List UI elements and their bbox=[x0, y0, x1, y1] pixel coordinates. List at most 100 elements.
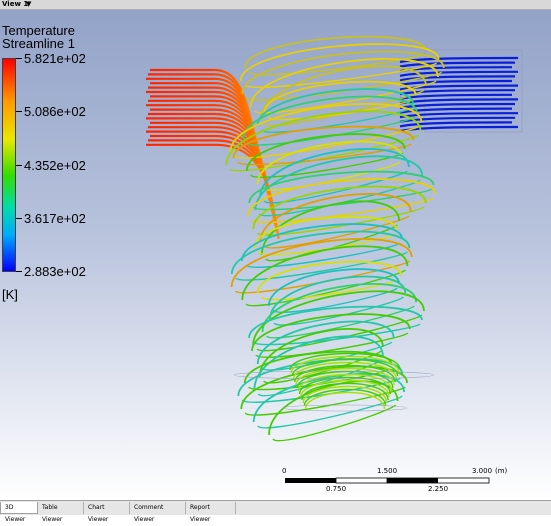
streamline bbox=[256, 206, 425, 236]
streamline bbox=[245, 269, 406, 307]
streamline bbox=[267, 268, 401, 307]
streamline bbox=[263, 170, 408, 204]
streamline bbox=[256, 260, 402, 294]
streamline bbox=[252, 323, 421, 346]
streamline bbox=[255, 332, 409, 358]
streamline bbox=[256, 314, 423, 352]
streamline bbox=[300, 379, 390, 398]
streamline bbox=[246, 116, 416, 146]
legend-tick-label: 2.883e+02 bbox=[24, 264, 86, 279]
legend-tick-label: 4.352e+02 bbox=[24, 158, 86, 173]
streamline bbox=[229, 134, 420, 172]
tab-report-viewer[interactable]: Report Viewer bbox=[186, 502, 236, 523]
streamline bbox=[399, 84, 519, 91]
legend-subtitle: Streamline 1 bbox=[2, 36, 75, 51]
streamline bbox=[253, 215, 398, 249]
streamline-visualization[interactable] bbox=[0, 10, 551, 500]
streamline bbox=[248, 53, 424, 76]
3d-viewport[interactable]: Temperature Streamline 1 5.821e+02 5.086… bbox=[0, 10, 551, 500]
streamline bbox=[269, 275, 407, 320]
streamline bbox=[240, 365, 408, 410]
scale-label: 0.750 bbox=[326, 485, 347, 493]
legend-tick-mark bbox=[16, 218, 22, 219]
streamline bbox=[399, 79, 513, 87]
swirl-streamlines bbox=[225, 35, 445, 442]
legend-unit: [K] bbox=[2, 287, 18, 302]
streamline bbox=[302, 385, 388, 404]
streamline bbox=[235, 260, 411, 294]
streamline bbox=[261, 283, 418, 333]
streamline bbox=[399, 116, 516, 123]
streamline bbox=[291, 358, 399, 377]
streamline bbox=[252, 373, 405, 423]
scale-label: 0 bbox=[282, 467, 287, 475]
streamline bbox=[254, 155, 424, 211]
streamline bbox=[294, 364, 396, 383]
legend-title: Temperature bbox=[2, 23, 75, 38]
streamline bbox=[252, 185, 427, 230]
streamline bbox=[289, 352, 401, 371]
legend-tick-mark bbox=[16, 271, 22, 272]
streamline bbox=[290, 355, 400, 374]
tab-table-viewer[interactable]: Table Viewer bbox=[38, 502, 84, 523]
scale-label: 2.250 bbox=[428, 485, 449, 493]
streamline bbox=[257, 395, 403, 429]
legend-tick-label: 5.086e+02 bbox=[24, 104, 86, 119]
tab-comment-viewer[interactable]: Comment Viewer bbox=[130, 502, 186, 523]
vessel-outline bbox=[233, 370, 435, 380]
streamline bbox=[261, 278, 400, 301]
streamline bbox=[229, 103, 423, 153]
legend-tick-mark bbox=[16, 58, 22, 59]
streamline bbox=[249, 58, 439, 108]
streamline bbox=[244, 386, 406, 416]
streamline bbox=[232, 125, 415, 159]
streamline bbox=[239, 43, 440, 82]
streamline bbox=[260, 107, 412, 133]
streamline bbox=[263, 80, 417, 114]
streamline bbox=[399, 89, 516, 96]
viewer-tab-bar: 3D Viewer Table Viewer Chart Viewer Comm… bbox=[0, 500, 551, 523]
streamline bbox=[260, 161, 401, 191]
streamline bbox=[235, 251, 408, 281]
streamline bbox=[399, 70, 519, 77]
streamline bbox=[272, 404, 397, 442]
scale-bar bbox=[285, 477, 490, 484]
streamline bbox=[297, 373, 393, 392]
streamline bbox=[259, 148, 410, 198]
streamline bbox=[301, 382, 389, 401]
scale-label: 3.000 bbox=[472, 467, 493, 475]
streamline bbox=[251, 313, 411, 352]
streamline bbox=[298, 376, 392, 395]
legend-tick-label: 5.821e+02 bbox=[24, 51, 86, 66]
view-menu-caret-icon[interactable]: ▼ bbox=[26, 0, 32, 8]
streamline bbox=[256, 320, 395, 365]
tab-3d-viewer[interactable]: 3D Viewer bbox=[0, 502, 38, 523]
streamline bbox=[225, 110, 422, 166]
view-title-bar[interactable]: View 1 ▼ bbox=[0, 0, 551, 10]
streamline bbox=[256, 88, 414, 127]
streamline bbox=[399, 98, 519, 105]
streamline bbox=[241, 245, 409, 301]
streamline bbox=[245, 71, 443, 101]
scale-label: 1.500 bbox=[377, 467, 398, 475]
streamline bbox=[259, 193, 412, 243]
streamline bbox=[245, 242, 401, 268]
streamline bbox=[233, 125, 420, 159]
tab-chart-viewer[interactable]: Chart Viewer bbox=[84, 502, 130, 523]
legend-tick-label: 3.617e+02 bbox=[24, 211, 86, 226]
vessel-outline bbox=[282, 404, 408, 412]
streamline bbox=[304, 391, 386, 410]
streamline bbox=[256, 140, 403, 185]
streamline bbox=[399, 61, 516, 68]
cold-outlet-pipe bbox=[399, 49, 523, 133]
streamline bbox=[248, 305, 423, 339]
streamline bbox=[263, 215, 410, 249]
streamline bbox=[267, 98, 415, 121]
streamline bbox=[230, 238, 413, 288]
streamline bbox=[244, 35, 426, 69]
streamline bbox=[399, 121, 513, 128]
streamline bbox=[303, 388, 387, 407]
streamline bbox=[241, 50, 445, 95]
streamline bbox=[242, 95, 418, 140]
streamline bbox=[245, 133, 406, 172]
